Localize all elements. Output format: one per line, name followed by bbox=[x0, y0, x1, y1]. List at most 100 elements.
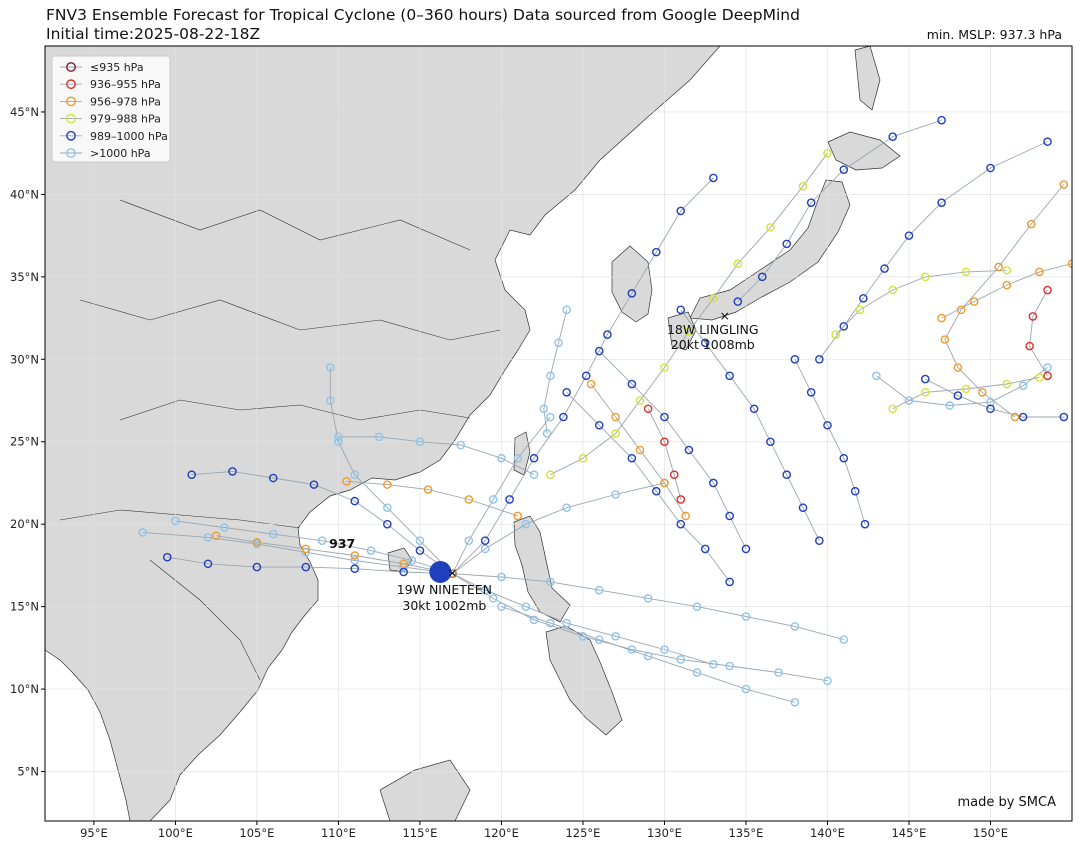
ensemble-track bbox=[334, 432, 539, 480]
track-point bbox=[317, 536, 327, 545]
track-point bbox=[497, 602, 506, 611]
track-point bbox=[823, 420, 832, 430]
track-point bbox=[1002, 280, 1012, 290]
credit-label: made by SMCA bbox=[957, 795, 1056, 810]
track-line bbox=[452, 573, 714, 665]
track-point bbox=[497, 453, 506, 463]
track-point bbox=[350, 556, 360, 565]
track-point bbox=[1043, 285, 1052, 295]
lon-tick-label: 145°E bbox=[891, 826, 926, 840]
track-point bbox=[521, 519, 531, 529]
track-point bbox=[652, 247, 661, 257]
track-point bbox=[660, 363, 669, 372]
track-point bbox=[342, 477, 351, 486]
ensemble-track bbox=[448, 173, 718, 578]
track-point bbox=[546, 577, 555, 587]
track-point bbox=[839, 635, 849, 644]
track-point bbox=[594, 585, 604, 595]
legend-marker bbox=[66, 79, 76, 90]
track-point bbox=[956, 305, 966, 315]
track-point bbox=[497, 572, 506, 582]
track-line bbox=[191, 470, 453, 575]
lat-tick-label: 10°N bbox=[10, 682, 39, 696]
track-point bbox=[162, 552, 172, 562]
track-point bbox=[594, 420, 604, 430]
legend-label: 936–955 hPa bbox=[90, 78, 161, 91]
track-point bbox=[383, 480, 392, 489]
track-point bbox=[1010, 412, 1020, 422]
ensemble-track bbox=[888, 373, 1044, 414]
track-point bbox=[350, 564, 360, 574]
track-point bbox=[627, 453, 637, 463]
track-point bbox=[669, 470, 679, 480]
track-line bbox=[452, 482, 665, 575]
track-point bbox=[937, 198, 946, 207]
track-point bbox=[1018, 381, 1028, 390]
legend-label: ≤935 hPa bbox=[90, 61, 144, 74]
track-point bbox=[872, 371, 881, 381]
track-point bbox=[611, 490, 620, 499]
storm-18w-name: 18W LINGLING bbox=[667, 322, 759, 337]
track-line bbox=[818, 141, 1048, 360]
lat-tick-label: 45°N bbox=[10, 105, 39, 119]
storm-19w-name: 19W NINETEEN bbox=[397, 582, 492, 597]
grid-lines bbox=[45, 46, 1072, 821]
track-point bbox=[700, 338, 710, 348]
min-mslp-label: min. MSLP: 937.3 hPa bbox=[926, 27, 1062, 42]
track-point bbox=[415, 546, 425, 555]
track-point bbox=[741, 612, 751, 621]
track-point bbox=[464, 536, 474, 545]
legend-marker bbox=[66, 130, 76, 141]
track-point bbox=[961, 267, 971, 277]
track-point bbox=[513, 453, 523, 463]
track-point bbox=[546, 618, 555, 628]
track-point bbox=[660, 645, 669, 654]
track-point bbox=[766, 437, 775, 447]
track-point bbox=[676, 206, 686, 216]
track-line bbox=[175, 520, 453, 575]
track-point bbox=[211, 531, 221, 541]
ensemble-track bbox=[815, 137, 1052, 364]
track-point bbox=[603, 330, 612, 339]
track-point bbox=[741, 684, 751, 694]
track-point bbox=[383, 519, 392, 529]
track-line bbox=[167, 556, 453, 575]
legend: ≤935 hPa 936–955 hPa 956–978 hPa 979–988 hP… bbox=[51, 55, 171, 163]
lat-tick-label: 20°N bbox=[10, 517, 39, 531]
track-point bbox=[855, 305, 865, 315]
track-point bbox=[1059, 180, 1069, 189]
track-point bbox=[806, 387, 816, 397]
track-point bbox=[676, 655, 686, 664]
track-point bbox=[301, 562, 311, 572]
track-point bbox=[480, 536, 490, 545]
track-line bbox=[452, 573, 828, 682]
ensemble-track bbox=[676, 305, 824, 545]
track-point bbox=[888, 132, 897, 141]
track-point bbox=[456, 440, 465, 450]
track-point bbox=[766, 223, 775, 232]
track-point bbox=[937, 115, 946, 125]
track-point bbox=[594, 635, 604, 644]
track-point bbox=[594, 346, 604, 356]
ensemble-track bbox=[831, 265, 1012, 339]
track-point bbox=[611, 632, 620, 641]
track-point bbox=[782, 239, 792, 249]
track-point bbox=[562, 503, 571, 513]
storm-19w-info: 30kt 1002mb bbox=[402, 598, 486, 613]
track-point bbox=[546, 470, 555, 480]
track-point bbox=[741, 544, 751, 554]
track-point bbox=[1059, 412, 1069, 422]
track-point bbox=[1043, 363, 1052, 372]
ensemble-track bbox=[940, 180, 1069, 422]
track-line bbox=[835, 269, 1007, 335]
track-point bbox=[798, 181, 808, 191]
track-point bbox=[546, 371, 555, 381]
track-point bbox=[815, 354, 824, 364]
track-line bbox=[501, 606, 796, 703]
track-point bbox=[1067, 259, 1072, 268]
title-line-1: FNV3 Ensemble Forecast for Tropical Cycl… bbox=[46, 6, 800, 24]
legend-label: >1000 hPa bbox=[90, 147, 151, 160]
track-point bbox=[513, 511, 523, 521]
lat-tick-label: 25°N bbox=[10, 435, 39, 449]
track-point bbox=[676, 305, 686, 315]
